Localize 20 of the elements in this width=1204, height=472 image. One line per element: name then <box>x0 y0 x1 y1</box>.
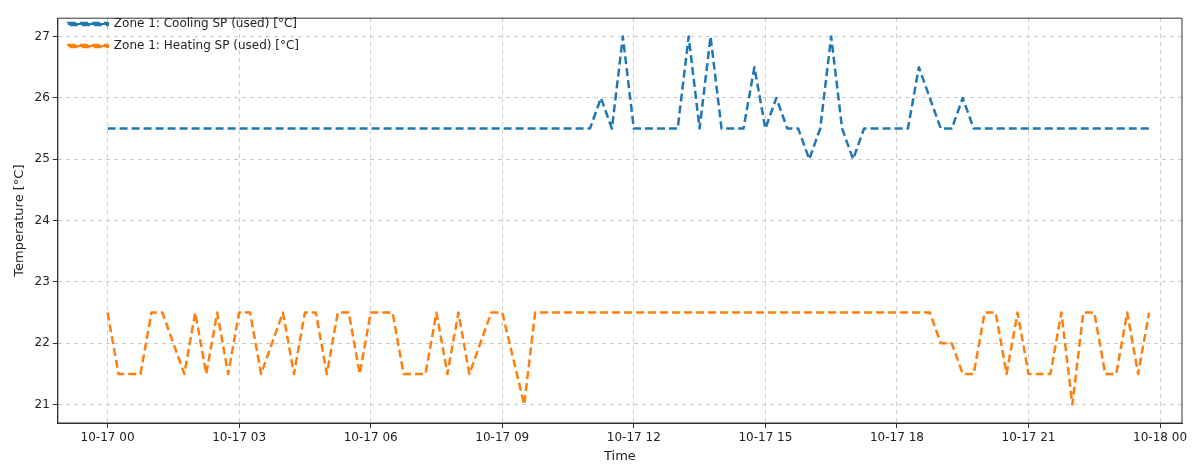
x-tick-label: 10-17 21 <box>1001 430 1056 445</box>
x-tick-label: 10-17 03 <box>212 430 267 445</box>
legend-label: Zone 1: Heating SP (used) [°C] <box>113 38 300 53</box>
y-tick-label: 27 <box>34 28 50 43</box>
x-tick-label: 10-18 00 <box>1133 430 1188 445</box>
y-tick-label: 25 <box>34 151 50 166</box>
y-axis-title: Temperature [°C] <box>11 164 27 278</box>
y-tick-label: 26 <box>34 90 50 105</box>
y-tick-label: 22 <box>34 335 50 350</box>
y-tick-label: 23 <box>34 274 50 289</box>
x-axis-title: Time <box>603 447 636 463</box>
x-tick-label: 10-17 00 <box>80 430 135 445</box>
y-tick-label: 24 <box>34 212 50 227</box>
x-tick-label: 10-17 06 <box>343 430 398 445</box>
x-tick-label: 10-17 15 <box>738 430 793 445</box>
x-tick-label: 10-17 09 <box>475 430 530 445</box>
x-tick-label: 10-17 18 <box>869 430 924 445</box>
x-tick-label: 10-17 12 <box>606 430 661 445</box>
legend-label: Zone 1: Cooling SP (used) [°C] <box>113 16 297 31</box>
y-tick-label: 21 <box>34 396 50 411</box>
